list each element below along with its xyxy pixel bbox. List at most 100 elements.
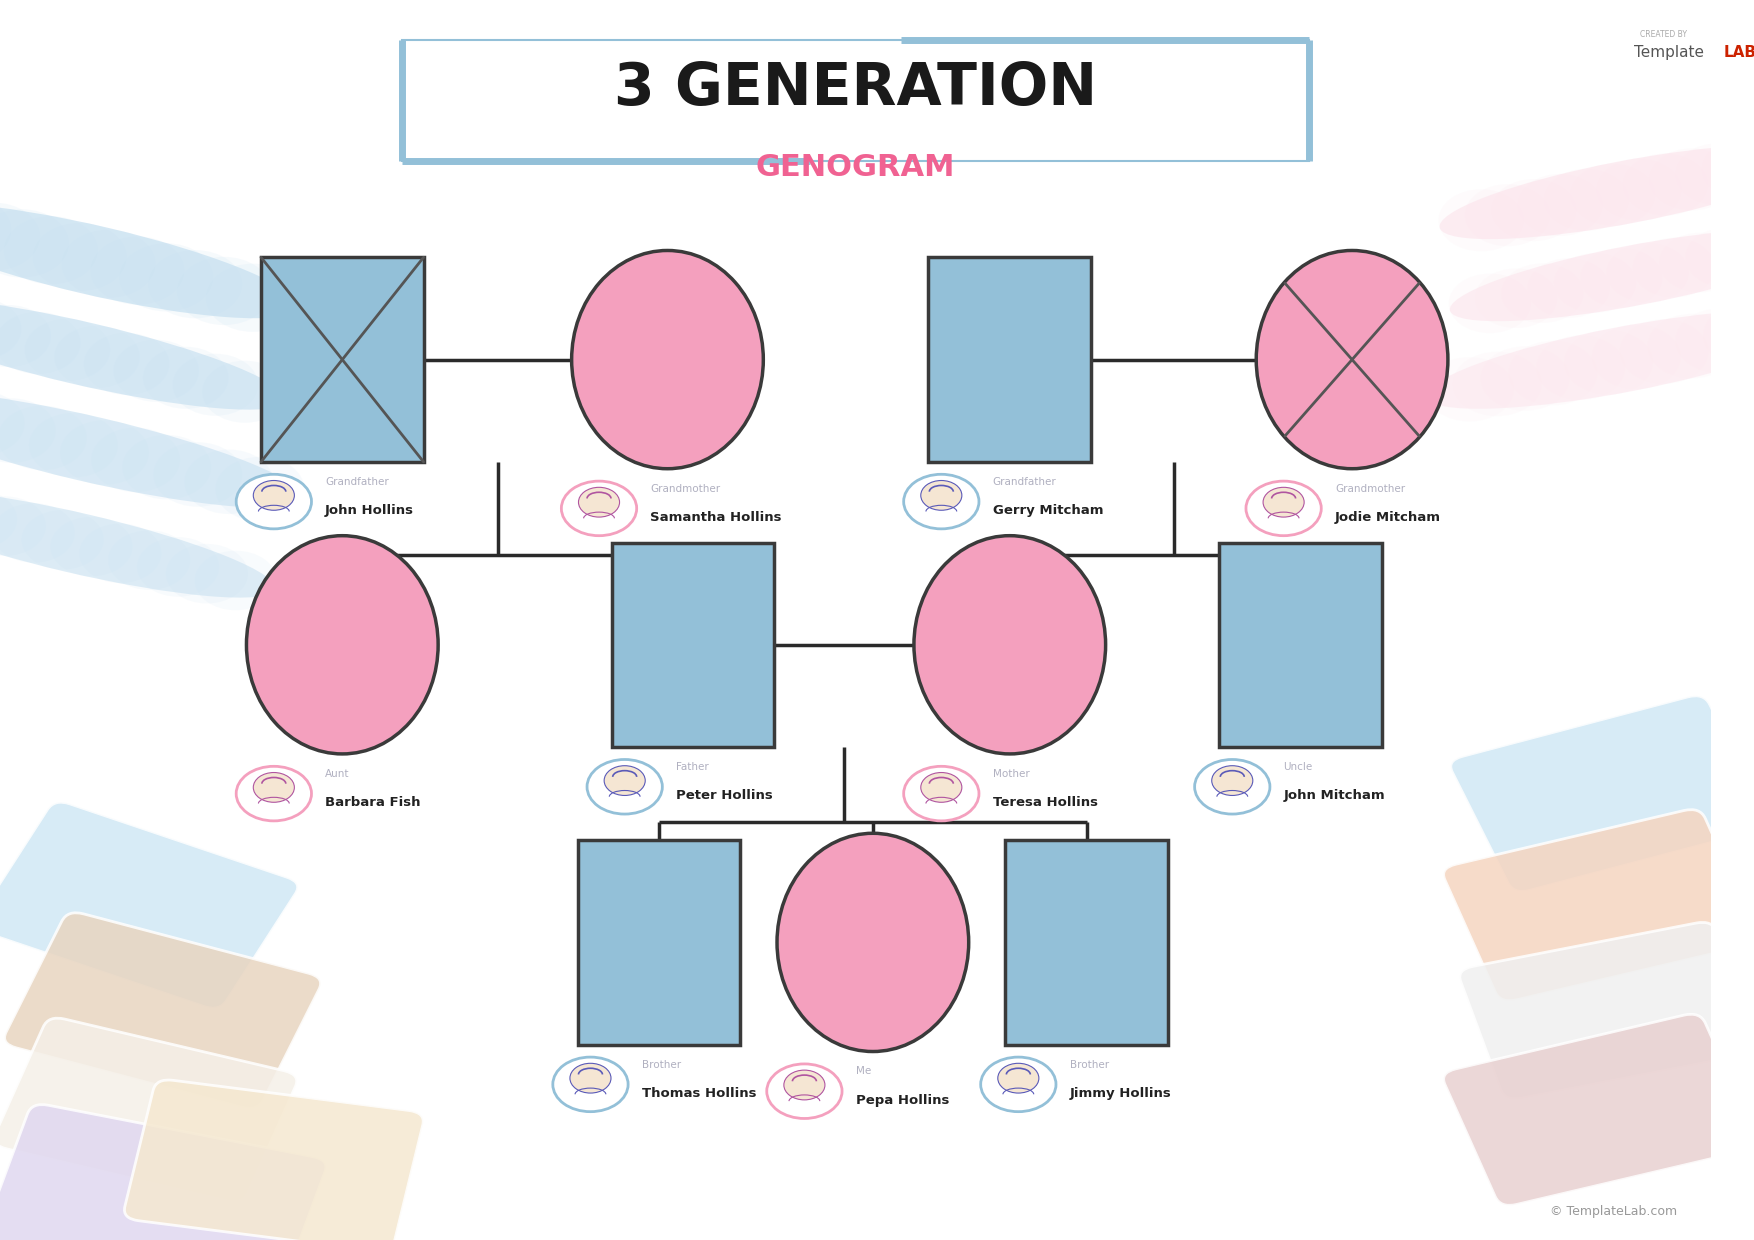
Ellipse shape — [33, 223, 126, 291]
Ellipse shape — [1570, 164, 1656, 226]
Circle shape — [579, 487, 619, 517]
Circle shape — [921, 481, 961, 511]
Ellipse shape — [0, 503, 75, 563]
Ellipse shape — [1480, 346, 1570, 410]
Ellipse shape — [0, 210, 68, 278]
Ellipse shape — [84, 332, 170, 394]
Text: Thomas Hollins: Thomas Hollins — [642, 1086, 756, 1100]
Circle shape — [980, 1056, 1056, 1112]
Bar — [1005, 841, 1168, 1044]
Ellipse shape — [1712, 222, 1754, 281]
FancyBboxPatch shape — [5, 913, 321, 1109]
Text: John Mitcham: John Mitcham — [1284, 790, 1386, 802]
Text: Grandfather: Grandfather — [993, 476, 1056, 487]
Ellipse shape — [0, 298, 21, 360]
Circle shape — [921, 773, 961, 802]
Text: Grandmother: Grandmother — [1335, 484, 1405, 494]
Ellipse shape — [177, 257, 272, 325]
Ellipse shape — [1703, 303, 1754, 367]
Text: Grandfather: Grandfather — [324, 476, 389, 487]
Ellipse shape — [1517, 174, 1603, 236]
Circle shape — [570, 1064, 610, 1094]
FancyBboxPatch shape — [0, 1105, 326, 1240]
Circle shape — [784, 1070, 824, 1100]
Circle shape — [903, 475, 979, 529]
Ellipse shape — [0, 490, 18, 549]
Ellipse shape — [91, 428, 181, 492]
Circle shape — [553, 1056, 628, 1112]
Text: Me: Me — [856, 1066, 872, 1076]
Ellipse shape — [1565, 330, 1652, 394]
Text: CREATED BY: CREATED BY — [1640, 30, 1687, 38]
Text: Uncle: Uncle — [1284, 761, 1312, 771]
Ellipse shape — [60, 420, 149, 485]
Bar — [261, 258, 424, 463]
Circle shape — [603, 766, 645, 796]
Ellipse shape — [4, 216, 98, 284]
Circle shape — [253, 481, 295, 511]
Ellipse shape — [1537, 336, 1626, 401]
Ellipse shape — [147, 250, 242, 319]
Ellipse shape — [1508, 341, 1598, 405]
Ellipse shape — [1659, 233, 1742, 293]
Ellipse shape — [1675, 144, 1754, 206]
Text: Teresa Hollins: Teresa Hollins — [993, 796, 1098, 808]
Ellipse shape — [1424, 357, 1514, 422]
Ellipse shape — [1596, 159, 1682, 221]
Circle shape — [237, 766, 312, 821]
Ellipse shape — [1738, 217, 1754, 277]
Ellipse shape — [1731, 298, 1754, 362]
Text: Jodie Mitcham: Jodie Mitcham — [1335, 511, 1442, 523]
Text: Brother: Brother — [1070, 1059, 1109, 1069]
Ellipse shape — [1593, 325, 1680, 389]
Ellipse shape — [51, 517, 133, 577]
Bar — [402, 40, 1308, 161]
Ellipse shape — [153, 443, 242, 507]
Ellipse shape — [30, 413, 118, 477]
Ellipse shape — [205, 264, 300, 332]
Text: Aunt: Aunt — [324, 769, 349, 779]
Ellipse shape — [109, 531, 189, 590]
Bar — [612, 543, 775, 746]
Ellipse shape — [25, 319, 111, 381]
FancyBboxPatch shape — [1444, 810, 1754, 1001]
Ellipse shape — [142, 347, 228, 409]
Bar — [1219, 543, 1382, 746]
Text: LAB: LAB — [1724, 45, 1754, 60]
Ellipse shape — [1619, 319, 1708, 383]
FancyBboxPatch shape — [1459, 923, 1754, 1099]
Ellipse shape — [1528, 258, 1610, 317]
Ellipse shape — [1451, 229, 1754, 321]
Ellipse shape — [0, 391, 303, 507]
Circle shape — [1263, 487, 1305, 517]
Ellipse shape — [0, 298, 286, 409]
Ellipse shape — [1728, 133, 1754, 195]
Ellipse shape — [0, 489, 275, 598]
Ellipse shape — [1649, 149, 1735, 211]
Bar — [928, 258, 1091, 463]
Ellipse shape — [247, 536, 438, 754]
Text: © TemplateLab.com: © TemplateLab.com — [1551, 1205, 1677, 1218]
Text: Barbara Fish: Barbara Fish — [324, 796, 421, 808]
Ellipse shape — [114, 340, 198, 402]
Circle shape — [561, 481, 637, 536]
Ellipse shape — [777, 833, 968, 1052]
FancyBboxPatch shape — [125, 1080, 423, 1240]
Ellipse shape — [184, 450, 274, 515]
Text: GENOGRAM: GENOGRAM — [756, 153, 956, 182]
Ellipse shape — [1449, 274, 1531, 334]
Bar — [577, 841, 740, 1044]
Text: Mother: Mother — [993, 769, 1030, 779]
Ellipse shape — [1633, 238, 1715, 298]
Circle shape — [1245, 481, 1321, 536]
FancyBboxPatch shape — [0, 1018, 296, 1202]
Text: Grandmother: Grandmother — [651, 484, 721, 494]
Ellipse shape — [172, 353, 258, 415]
Ellipse shape — [1452, 352, 1542, 417]
FancyBboxPatch shape — [0, 802, 298, 1008]
Circle shape — [1194, 759, 1270, 815]
Ellipse shape — [1607, 243, 1689, 303]
Ellipse shape — [0, 202, 298, 319]
Ellipse shape — [1465, 185, 1551, 247]
Ellipse shape — [914, 536, 1105, 754]
